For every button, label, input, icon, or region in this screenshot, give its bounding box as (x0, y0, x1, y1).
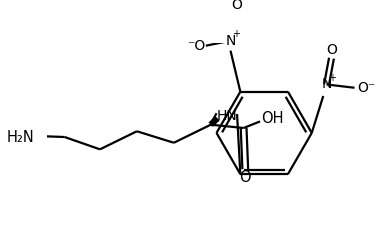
Text: O: O (326, 43, 337, 57)
Text: N: N (225, 34, 236, 48)
Text: +: + (232, 29, 240, 39)
Text: ⁻O: ⁻O (187, 39, 205, 53)
Text: HN: HN (217, 109, 238, 124)
Text: N: N (321, 77, 332, 91)
Text: O: O (240, 170, 251, 185)
Text: +: + (328, 73, 336, 83)
Text: OH: OH (261, 111, 283, 126)
Text: O⁻: O⁻ (357, 81, 375, 95)
Text: O: O (231, 0, 243, 12)
Text: H₂N: H₂N (6, 129, 34, 144)
